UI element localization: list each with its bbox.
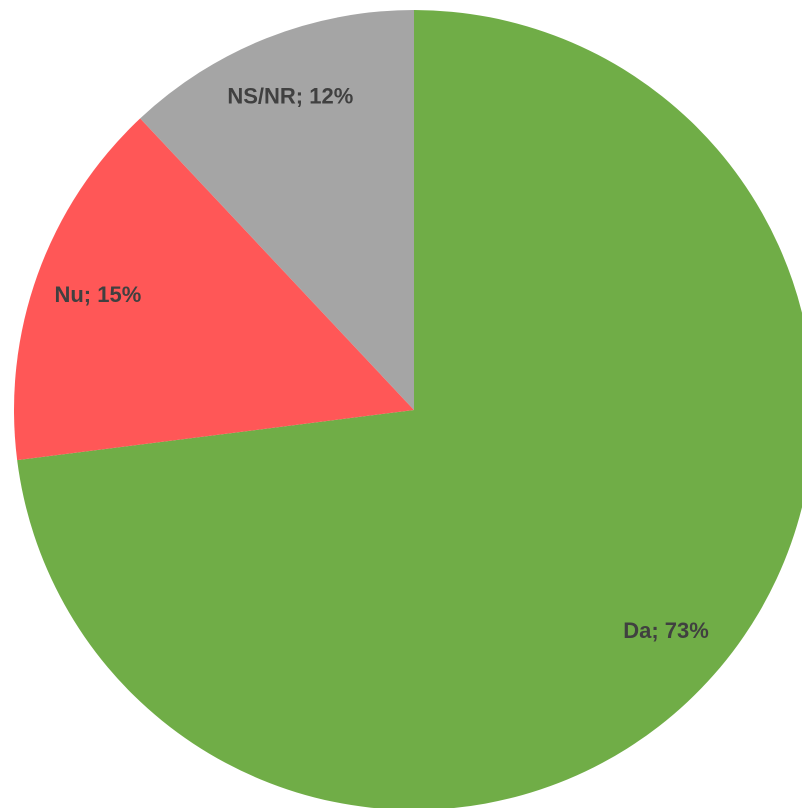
data-label: Nu; 15%	[54, 282, 141, 307]
pie-slice: Da	[17, 10, 802, 808]
data-label: Da; 73%	[623, 618, 709, 643]
pie-slice: Nu	[13, 118, 414, 461]
pie-slice: NS/NR	[140, 10, 414, 410]
data-label: NS/NR; 12%	[227, 83, 353, 108]
